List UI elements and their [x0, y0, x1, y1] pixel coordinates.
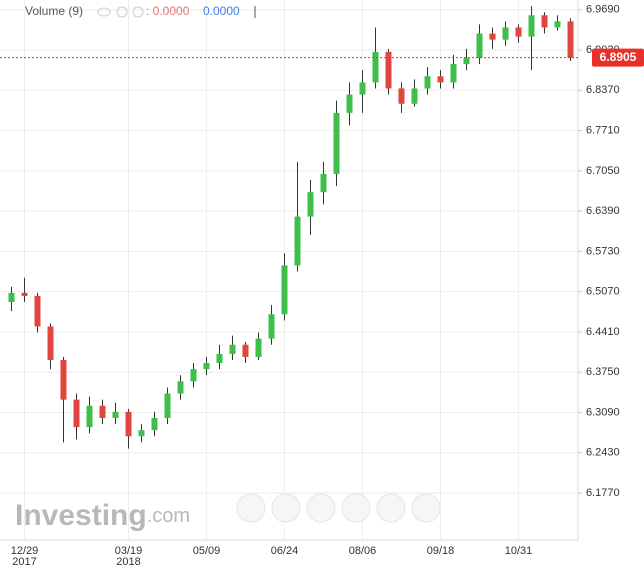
- candle-body: [307, 192, 314, 217]
- candle-body: [125, 411, 132, 437]
- zoom-out-button[interactable]: [341, 493, 371, 523]
- y-tick-label: 6.7710: [586, 124, 620, 136]
- x-tick-label-line: 08/06: [349, 545, 377, 557]
- candle-body: [476, 33, 483, 58]
- x-tick-label: 03/19 2018: [115, 545, 143, 568]
- candle-body: [515, 27, 522, 37]
- last-price-label: 6.8905: [600, 50, 637, 64]
- y-tick-label: 6.4410: [586, 326, 620, 338]
- candle-body: [502, 27, 509, 40]
- candle-body: [203, 363, 210, 370]
- indicator-name: Volume (9): [25, 4, 83, 18]
- indicator-value-b: 0.0000: [203, 4, 240, 18]
- scroll-left-button[interactable]: [236, 493, 266, 523]
- x-tick-label: 12/29 2017: [11, 545, 39, 568]
- y-tick-label: 6.2430: [586, 447, 620, 459]
- candle-body: [541, 15, 548, 28]
- y-tick-label: 6.3090: [586, 406, 620, 418]
- candle-body: [281, 265, 288, 315]
- candle-body: [294, 216, 301, 266]
- candle-body: [411, 88, 418, 104]
- pan-button[interactable]: [376, 493, 406, 523]
- candle-body: [268, 314, 275, 339]
- candle-body: [333, 112, 340, 174]
- candle-body: [359, 82, 366, 95]
- candle-body: [151, 417, 158, 431]
- candle-body: [216, 353, 223, 364]
- candle-body: [554, 21, 561, 28]
- candle-body: [34, 295, 41, 327]
- x-tick-label: 06/24: [271, 545, 299, 557]
- visibility-icon[interactable]: [97, 7, 111, 17]
- y-tick-label: 6.8370: [586, 84, 620, 96]
- y-tick-label: 6.3750: [586, 366, 620, 378]
- x-tick-label: 09/18: [427, 545, 455, 557]
- zoom-in-button[interactable]: [271, 493, 301, 523]
- candle-body: [489, 33, 496, 40]
- indicator-icons: [97, 6, 144, 18]
- x-tick-label-line: 09/18: [427, 545, 455, 557]
- y-tick-label: 6.7050: [586, 165, 620, 177]
- candle-body: [177, 381, 184, 394]
- scroll-right-button[interactable]: [411, 493, 441, 523]
- candle-body: [385, 51, 392, 89]
- watermark: Investing.com: [15, 499, 190, 532]
- candle-body: [398, 88, 405, 104]
- candle-body: [164, 393, 171, 418]
- candle-body: [320, 173, 327, 193]
- candle-body: [424, 76, 431, 89]
- candle-body: [450, 64, 457, 83]
- last-price-box: [592, 48, 644, 67]
- indicator-value-a: : 0.0000: [146, 4, 190, 18]
- watermark-main: Investing: [15, 499, 147, 532]
- x-tick-label: 10/31: [505, 545, 533, 557]
- x-tick-label-line: 2017: [12, 556, 36, 568]
- candle-body: [86, 405, 93, 428]
- candle-body: [112, 411, 119, 418]
- x-tick-label-line: 06/24: [271, 545, 299, 557]
- candle-body: [242, 344, 249, 357]
- x-tick-label-line: 2018: [116, 556, 140, 568]
- y-tick-label: 6.5070: [586, 286, 620, 298]
- candle-body: [229, 344, 236, 354]
- y-tick-label: 6.1770: [586, 487, 620, 499]
- y-tick-label: 6.6390: [586, 205, 620, 217]
- candle-body: [528, 15, 535, 37]
- y-tick-label: 6.5730: [586, 245, 620, 257]
- candle-body: [60, 360, 67, 400]
- candle-body: [372, 51, 379, 83]
- candle-body: [463, 57, 470, 65]
- candle-body: [138, 430, 145, 437]
- watermark-suffix: .com: [147, 505, 190, 527]
- x-tick-label-line: 03/19: [115, 545, 143, 557]
- candle-body: [437, 76, 444, 83]
- candle-body: [21, 292, 28, 296]
- settings-icon[interactable]: [116, 6, 128, 18]
- y-tick-label: 6.9690: [586, 4, 620, 16]
- x-tick-label: 05/09: [193, 545, 221, 557]
- candle-body: [255, 338, 262, 357]
- candle-body: [567, 21, 574, 58]
- candles: [8, 6, 574, 449]
- candle-body: [99, 405, 106, 418]
- x-tick-label-line: 10/31: [505, 545, 533, 557]
- remove-icon[interactable]: [132, 6, 144, 18]
- x-tick-label-line: 05/09: [193, 545, 221, 557]
- candle-body: [47, 326, 54, 360]
- reset-button[interactable]: [306, 493, 336, 523]
- x-tick-label: 08/06: [349, 545, 377, 557]
- candle-body: [73, 399, 80, 428]
- candle-body: [190, 369, 197, 382]
- candle-body: [346, 94, 353, 113]
- candle-body: [8, 292, 15, 303]
- nav-buttons: [236, 493, 441, 523]
- x-tick-label-line: 12/29: [11, 545, 39, 557]
